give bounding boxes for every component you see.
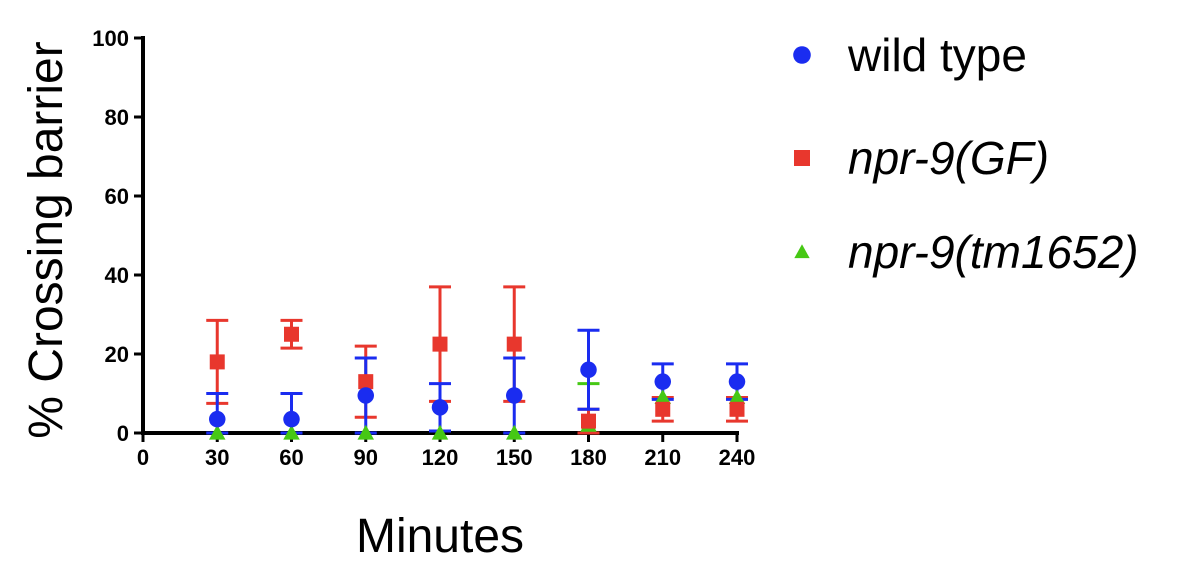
data-point-circle bbox=[431, 399, 449, 416]
x-tick-label: 30 bbox=[205, 445, 229, 470]
data-point-circle bbox=[728, 373, 746, 390]
data-point-circle bbox=[283, 410, 300, 428]
y-tick-label: 40 bbox=[105, 263, 129, 288]
data-point-square bbox=[432, 336, 448, 352]
x-axis-title: Minutes bbox=[356, 510, 524, 563]
x-tick-label: 150 bbox=[496, 445, 533, 470]
x-tick-label: 60 bbox=[279, 445, 303, 470]
y-tick-label: 80 bbox=[105, 105, 129, 130]
axes bbox=[134, 36, 739, 442]
legend: wild type npr-9(GF) npr-9(tm1652) bbox=[793, 29, 1139, 278]
data-point-circle bbox=[654, 373, 671, 390]
tick-labels: 0 30 60 90 120 150 180 210 240 0 20 40 60 80 100 bbox=[92, 26, 755, 470]
data-point-triangle bbox=[654, 389, 671, 405]
x-tick-label: 120 bbox=[422, 445, 459, 470]
data-point-triangle bbox=[357, 424, 374, 440]
data-point-triangle bbox=[506, 424, 523, 440]
data-point-square bbox=[506, 336, 522, 352]
data-point-circle bbox=[357, 387, 374, 404]
legend-marker-square bbox=[794, 150, 810, 166]
data-point-triangle bbox=[728, 389, 746, 405]
legend-label: wild type bbox=[847, 29, 1027, 81]
legend-marker-circle bbox=[793, 46, 811, 64]
y-tick-label: 0 bbox=[117, 421, 129, 446]
data-point-square bbox=[358, 374, 374, 390]
data-point-square bbox=[209, 354, 225, 370]
x-tick-label: 240 bbox=[719, 445, 756, 470]
x-tick-label: 90 bbox=[354, 445, 378, 470]
y-axis-title: % Crossing barrier bbox=[20, 41, 73, 438]
data-point-circle bbox=[209, 410, 226, 428]
legend-marker-triangle bbox=[794, 244, 810, 259]
x-tick-label: 180 bbox=[570, 445, 607, 470]
data-point-square bbox=[581, 413, 596, 429]
x-tick-label: 0 bbox=[137, 445, 149, 470]
x-tick-label: 210 bbox=[644, 445, 681, 470]
data-point-triangle bbox=[431, 424, 449, 440]
y-tick-label: 20 bbox=[105, 342, 129, 367]
legend-label: npr-9(tm1652) bbox=[848, 226, 1139, 278]
data-markers bbox=[209, 326, 746, 440]
y-tick-label: 60 bbox=[105, 184, 129, 209]
y-tick-label: 100 bbox=[92, 26, 129, 51]
data-point-triangle bbox=[209, 424, 226, 440]
data-point-square bbox=[655, 401, 671, 417]
legend-label: npr-9(GF) bbox=[848, 132, 1049, 184]
data-point-triangle bbox=[283, 424, 300, 440]
data-point-circle bbox=[580, 361, 597, 379]
data-point-square bbox=[729, 401, 745, 417]
data-point-circle bbox=[506, 387, 523, 404]
data-point-square bbox=[284, 326, 299, 342]
